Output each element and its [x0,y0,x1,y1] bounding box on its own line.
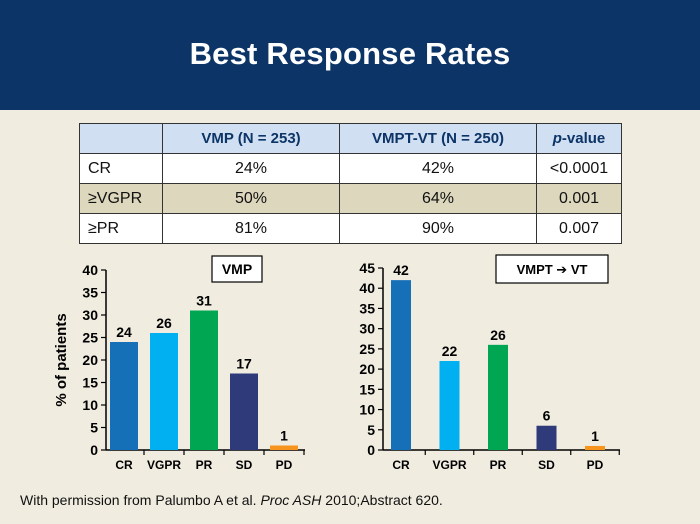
bar-cr [391,280,411,450]
table-header-empty [79,123,163,154]
x-tick-label: PR [196,458,213,472]
bar-value-label: 1 [280,428,288,444]
bar-pr [190,310,218,450]
bar-value-label: 42 [393,262,409,278]
bar-sd [230,373,258,450]
bar-value-label: 6 [543,408,551,424]
y-tick-label: 30 [82,307,98,323]
table-header-pvalue: p-value [536,123,622,154]
title-banner: Best Response Rates [0,0,700,110]
vmp-bar-chart: 0 5 10 15 20 25 30 35 40 % of patients 24 CR 26 VGPR 3… [53,255,305,472]
y-tick-label: 30 [359,321,375,337]
bar-vgpr [439,361,460,450]
chart-title-right: VT [567,262,587,277]
cell-pvalue: 0.007 [536,213,622,244]
y-tick-label: 10 [82,397,98,413]
y-axis-title: % of patients [53,313,70,406]
cell-vmp: 50% [162,183,340,214]
x-tick-label: PD [276,458,293,472]
cell-vmptvt: 64% [339,183,537,214]
y-tick-label: 40 [82,262,98,278]
x-tick-label: PD [587,458,604,472]
bar-value-label: 1 [591,428,599,444]
y-tick-label: 0 [367,442,375,458]
chart-title-box [211,255,263,283]
bar-value-label: 17 [236,356,252,372]
response-rates-table: VMP (N = 253) VMPT-VT (N = 250) p-value … [79,123,622,244]
page-title: Best Response Rates [189,36,511,71]
table-row: ≥VGPR 50% 64% 0.001 [79,183,622,214]
y-tick-label: 5 [367,422,375,438]
x-tick-label: VGPR [147,458,181,472]
pvalue-rest: -value [561,130,606,147]
cell-vmptvt: 90% [339,213,537,244]
y-tick-label: 15 [82,375,98,391]
cell-pvalue: <0.0001 [536,153,622,184]
y-tick-label: 10 [359,402,375,418]
x-tick-label: SD [538,458,555,472]
y-tick-label: 25 [359,341,375,357]
bar-cr [110,342,138,450]
y-tick-label: 45 [359,260,375,276]
table-header-row: VMP (N = 253) VMPT-VT (N = 250) p-value [79,123,622,154]
table-header-vmp: VMP (N = 253) [162,123,340,154]
bar-value-label: 26 [156,315,172,331]
bar-pr [488,344,508,450]
y-tick-label: 40 [359,280,375,296]
bar-vgpr [150,333,178,450]
table-row: CR 24% 42% <0.0001 [79,153,622,184]
x-tick-label: CR [392,458,410,472]
bar-value-label: 26 [490,327,506,343]
table-header-vmptvt: VMPT-VT (N = 250) [339,123,537,154]
cell-vmp: 81% [162,213,340,244]
citation-footer: With permission from Palumbo A et al. Pr… [20,492,443,508]
y-tick-label: 5 [90,420,98,436]
bar-value-label: 24 [116,324,132,340]
y-tick-label: 15 [359,381,375,397]
row-label: CR [79,153,163,184]
cell-pvalue: 0.001 [536,183,622,214]
y-tick-label: 25 [82,330,98,346]
row-label: ≥PR [79,213,163,244]
y-tick-label: 35 [359,300,375,316]
citation-suffix: 2010;Abstract 620. [321,492,443,508]
chart-title: VMPT ➔ VT [517,262,588,277]
chart-title: VMP [222,261,252,277]
x-tick-label: SD [236,458,253,472]
x-tick-label: VGPR [432,458,466,472]
citation-prefix: With permission from Palumbo A et al. [20,492,261,508]
bar-pd [585,445,605,450]
bar-pd [270,445,298,450]
y-tick-label: 35 [82,285,98,301]
citation-journal: Proc ASH [260,492,322,508]
arrow-icon: ➔ [556,262,567,277]
y-tick-label: 0 [90,442,98,458]
y-tick-label: 20 [82,352,98,368]
bar-sd [536,425,557,450]
table-row: ≥PR 81% 90% 0.007 [79,213,622,244]
cell-vmp: 24% [162,153,340,184]
x-tick-label: PR [490,458,507,472]
chart-title-left: VMPT [517,262,557,277]
bar-value-label: 31 [196,293,212,309]
row-label: ≥VGPR [79,183,163,214]
y-tick-label: 20 [359,361,375,377]
x-tick-label: CR [115,458,133,472]
cell-vmptvt: 42% [339,153,537,184]
pvalue-italic: p [552,130,562,147]
bar-value-label: 22 [442,343,458,359]
chart-title-box [495,254,609,284]
